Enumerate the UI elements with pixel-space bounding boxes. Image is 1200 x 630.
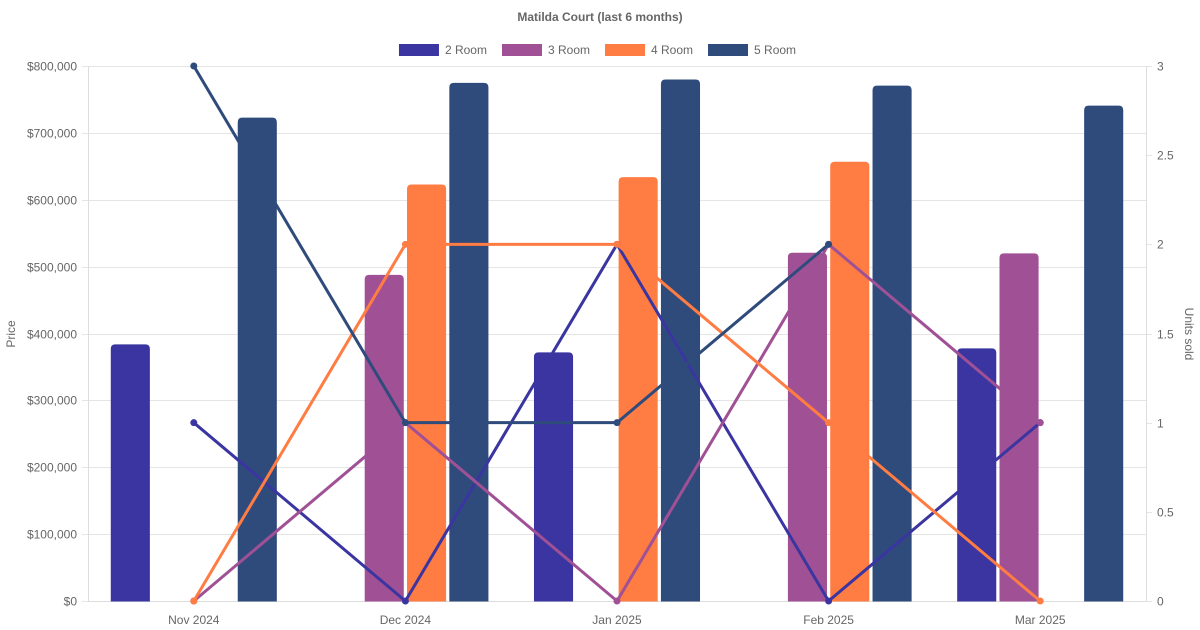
x-tick-label: Feb 2025 — [803, 613, 854, 627]
bar-2-room — [533, 352, 574, 602]
x-tick-label: Mar 2025 — [1015, 613, 1066, 627]
legend: 2 Room 3 Room 4 Room 5 Room — [398, 43, 796, 57]
bar-5-room — [872, 85, 912, 602]
legend-label: 5 Room — [754, 43, 796, 57]
legend-item-2-room[interactable]: 2 Room — [398, 43, 487, 57]
x-tick-label: Jan 2025 — [592, 613, 642, 627]
bar-5-room — [237, 117, 277, 602]
legend-swatch — [501, 44, 542, 56]
bar-4-room — [830, 161, 870, 602]
point-4-room — [825, 419, 833, 427]
y2-tick-label: 0 — [1157, 595, 1164, 609]
bar-4-room — [407, 184, 447, 602]
point-4-room — [401, 240, 409, 248]
y2-tick-label: 3 — [1157, 60, 1164, 74]
point-4-room — [613, 240, 621, 248]
y2-tick-label: 1.5 — [1157, 328, 1174, 342]
chart-title: Matilda Court (last 6 months) — [517, 10, 682, 24]
y2-axis-title: Units sold — [1182, 308, 1196, 361]
x-tick-label: Dec 2024 — [380, 613, 432, 627]
y-tick-label: $600,000 — [27, 194, 77, 208]
y-tick-label: $300,000 — [27, 394, 77, 408]
bar-3-room — [999, 253, 1039, 602]
legend-label: 2 Room — [445, 43, 487, 57]
legend-item-3-room[interactable]: 3 Room — [501, 43, 590, 57]
point-2-room — [190, 419, 198, 427]
lines — [190, 62, 1044, 605]
y-tick-label: $200,000 — [27, 461, 77, 475]
point-5-room — [401, 419, 409, 427]
y-tick-label: $800,000 — [27, 60, 77, 74]
legend-label: 4 Room — [651, 43, 693, 57]
bar-5-room — [1084, 105, 1124, 602]
line-5-room — [192, 65, 830, 425]
bars — [110, 79, 1124, 602]
bar-5-room — [660, 79, 701, 602]
y-axis-right: 0 0.5 1 1.5 2 2.5 3 — [1146, 60, 1174, 609]
bar-3-room — [364, 274, 404, 602]
point-2-room — [401, 597, 409, 605]
point-2-room — [825, 597, 833, 605]
bar-4-room — [618, 177, 658, 602]
legend-swatch — [605, 44, 645, 56]
legend-item-4-room[interactable]: 4 Room — [605, 43, 693, 57]
point-5-room — [190, 62, 198, 70]
x-axis: Nov 2024 Dec 2024 Jan 2025 Feb 2025 Mar 2025 — [88, 601, 1146, 627]
y2-tick-label: 1 — [1157, 417, 1164, 431]
y-tick-label: $400,000 — [27, 328, 77, 342]
legend-swatch — [708, 44, 749, 56]
point-4-room — [190, 597, 198, 605]
y-tick-label: $0 — [64, 595, 78, 609]
bar-3-room — [787, 252, 827, 602]
x-tick-label: Nov 2024 — [168, 613, 220, 627]
y-axis-left: $0 $100,000 $200,000 $300,000 $400,000 $500,0… — [27, 60, 89, 609]
y2-tick-label: 0.5 — [1157, 506, 1174, 520]
legend-label: 3 Room — [548, 43, 590, 57]
y2-tick-label: 2 — [1157, 238, 1164, 252]
y-axis-title: Price — [4, 320, 18, 348]
bar-5-room — [449, 82, 489, 602]
point-4-room — [1036, 597, 1044, 605]
y-tick-label: $500,000 — [27, 261, 77, 275]
point-3-room — [613, 597, 621, 605]
y-tick-label: $100,000 — [27, 528, 77, 542]
y-tick-label: $700,000 — [27, 127, 77, 141]
y2-tick-label: 2.5 — [1157, 149, 1174, 163]
bar-2-room — [110, 344, 150, 602]
legend-item-5-room[interactable]: 5 Room — [708, 43, 796, 57]
point-5-room — [613, 419, 621, 427]
point-5-room — [825, 240, 833, 248]
point-3-room — [1036, 419, 1044, 427]
legend-swatch — [398, 44, 439, 56]
